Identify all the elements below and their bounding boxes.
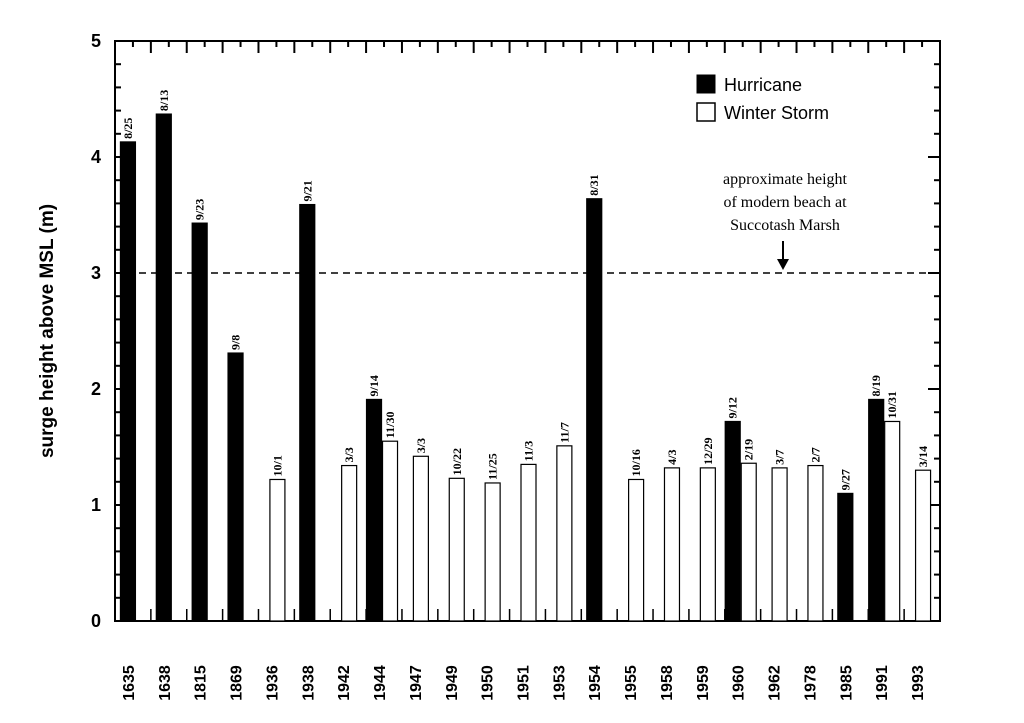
bar-date-label: 11/7 (557, 422, 571, 443)
x-tick-label: 1947 (408, 665, 425, 701)
x-tick-label: 1951 (516, 665, 533, 701)
x-tick-label: 1954 (587, 665, 604, 701)
bar-winter-storm (269, 478, 286, 622)
x-tick-labels: 1635 1638 1815 1869 1936 1938 1942 1944 1947 1949… (121, 665, 927, 701)
annotation-line-3: Succotash Marsh (730, 217, 840, 234)
x-tick-label: 1985 (838, 665, 855, 701)
y-tick-label: 3 (91, 263, 101, 283)
bar-date-label: 3/14 (916, 446, 930, 467)
bar-date-label: 3/3 (414, 438, 428, 453)
annotation-line-2: of modern beach at (723, 194, 847, 211)
legend: Hurricane Winter Storm (696, 74, 829, 123)
bar-winter-storm (699, 467, 716, 622)
bar-hurricane (365, 398, 383, 622)
bar-date-label: 11/3 (522, 441, 536, 462)
y-axis-label: surge height above MSL (m) (37, 204, 58, 458)
y-tick-label: 2 (91, 379, 101, 399)
legend-swatch-hurricane (696, 74, 716, 94)
x-tick-label: 1960 (731, 665, 748, 701)
bar-date-label: 8/31 (587, 174, 601, 195)
bar-winter-storm (663, 467, 681, 622)
x-tick-label: 1635 (121, 665, 138, 701)
bar-date-label: 8/13 (157, 90, 171, 111)
annotation-line-1: approximate height (723, 171, 848, 188)
legend-swatch-winter-storm (696, 102, 716, 122)
bar-date-label: 2/7 (808, 447, 822, 462)
bar-date-label: 12/29 (701, 438, 715, 465)
bar-hurricane (155, 113, 172, 622)
bar-winter-storm (381, 440, 399, 622)
x-tick-label: 1944 (372, 665, 389, 701)
x-tick-label: 1993 (910, 665, 927, 701)
bar-date-label: 2/19 (742, 439, 756, 460)
y-tick-labels: 0 1 2 3 4 5 (91, 31, 101, 631)
bar-date-label: 11/25 (486, 453, 500, 480)
bar-date-label: 10/1 (270, 455, 284, 476)
bar-winter-storm (884, 420, 901, 622)
bar-winter-storm (484, 482, 501, 622)
bar-date-label: 10/22 (450, 448, 464, 475)
y-tick-label: 1 (91, 495, 101, 515)
legend-label-winter-storm: Winter Storm (724, 103, 829, 123)
legend-label-hurricane: Hurricane (724, 75, 802, 95)
bar-winter-storm (914, 469, 932, 622)
bar-date-label: 10/31 (885, 391, 899, 418)
x-tick-label: 1991 (874, 665, 891, 701)
bar-winter-storm (628, 478, 645, 622)
bar-date-label: 10/16 (629, 449, 643, 476)
bar-date-label: 9/14 (367, 375, 381, 396)
x-tick-label: 1638 (157, 665, 174, 701)
bar-winter-storm (807, 464, 824, 622)
bar-winter-storm (556, 445, 573, 622)
x-tick-label: 1949 (444, 665, 461, 701)
bar-winter-storm (771, 467, 788, 622)
bar-date-label: 4/3 (665, 450, 679, 465)
annotation: approximate height of modern beach at Su… (723, 171, 848, 270)
x-tick-label: 1955 (623, 665, 640, 701)
bar-winter-storm (448, 477, 465, 622)
bar-hurricane (724, 420, 741, 622)
bar-winter-storm (740, 462, 757, 622)
arrow-down-icon (777, 259, 789, 270)
bar-hurricane (191, 222, 208, 622)
x-tick-label: 1959 (695, 665, 712, 701)
x-tick-label: 1978 (802, 665, 819, 701)
bar-hurricane (868, 398, 885, 622)
bar-date-label: 9/21 (300, 180, 314, 201)
x-tick-label: 1942 (336, 665, 353, 701)
bar-date-label: 3/3 (342, 447, 356, 462)
bar-date-label: 9/23 (193, 199, 207, 220)
bar-hurricane (119, 141, 137, 622)
x-tick-label: 1936 (264, 665, 281, 701)
bar-winter-storm (520, 463, 537, 622)
bar-hurricane (586, 198, 603, 622)
bar-date-label: 3/7 (773, 450, 787, 465)
bar-date-label: 9/8 (229, 335, 243, 350)
y-tick-label: 4 (91, 147, 101, 167)
bars: 8/25 8/13 9/23 9/8 10/1 9/21 3/3 9/14 11/30 3/3 10… (119, 90, 932, 622)
x-tick-label: 1953 (551, 665, 568, 701)
y-tick-label: 5 (91, 31, 101, 51)
bar-date-label: 9/12 (726, 397, 740, 418)
x-tick-label: 1962 (767, 665, 784, 701)
bar-hurricane (299, 203, 316, 622)
x-tick-label: 1938 (300, 665, 317, 701)
bar-hurricane (227, 352, 244, 622)
bar-hurricane (837, 492, 854, 622)
bar-winter-storm (412, 455, 429, 622)
bar-date-label: 8/19 (869, 375, 883, 396)
y-tick-label: 0 (91, 611, 101, 631)
x-tick-label: 1815 (193, 665, 210, 701)
bar-date-label: 8/25 (121, 118, 135, 139)
bar-date-label: 11/30 (383, 412, 397, 439)
bar-winter-storm (341, 464, 358, 622)
bar-date-label: 9/27 (838, 469, 852, 490)
x-tick-label: 1869 (229, 665, 246, 701)
x-tick-label: 1958 (659, 665, 676, 701)
x-tick-label: 1950 (480, 665, 497, 701)
